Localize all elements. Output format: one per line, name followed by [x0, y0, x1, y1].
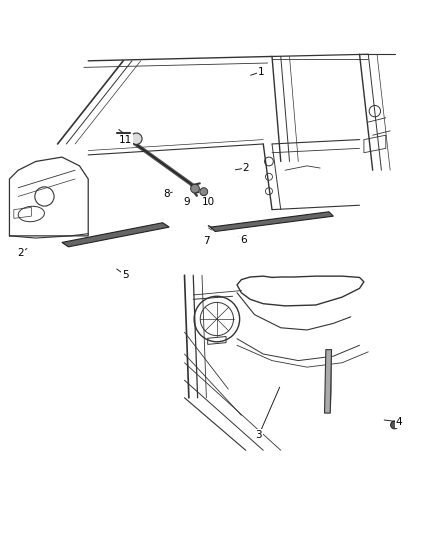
- Text: 7: 7: [203, 236, 209, 246]
- Circle shape: [199, 188, 207, 196]
- Text: 5: 5: [122, 270, 128, 280]
- Polygon shape: [210, 212, 332, 231]
- Circle shape: [390, 421, 398, 429]
- Polygon shape: [62, 223, 169, 247]
- Text: 2: 2: [17, 248, 24, 259]
- Text: 9: 9: [183, 197, 190, 207]
- Text: 2: 2: [242, 163, 248, 173]
- Text: 3: 3: [255, 430, 261, 440]
- Circle shape: [131, 133, 142, 144]
- Text: 11: 11: [119, 135, 132, 144]
- Text: 4: 4: [395, 417, 401, 427]
- Polygon shape: [324, 350, 331, 413]
- Circle shape: [190, 184, 199, 193]
- Text: 10: 10: [201, 197, 215, 207]
- Text: 1: 1: [257, 67, 264, 77]
- Text: 6: 6: [240, 235, 246, 245]
- Text: 8: 8: [162, 189, 169, 199]
